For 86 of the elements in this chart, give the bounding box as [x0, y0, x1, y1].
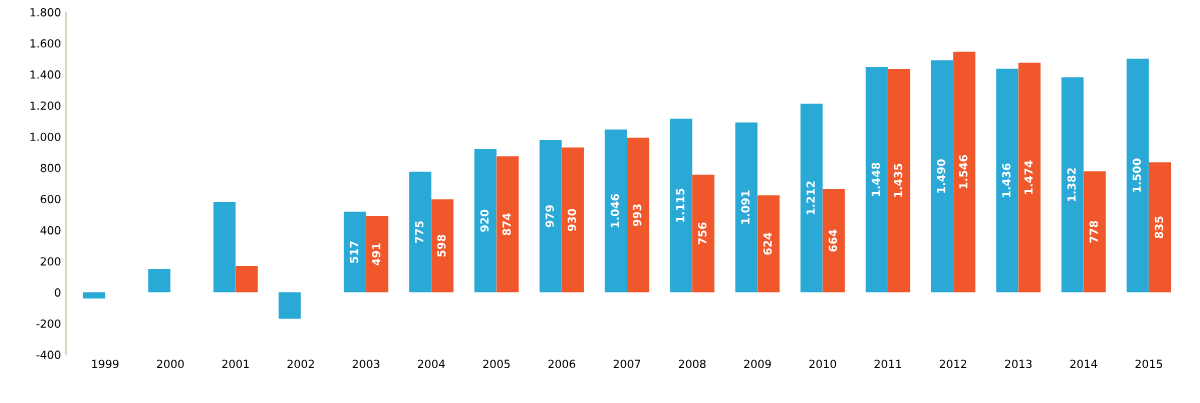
data-label: 993 — [632, 204, 642, 227]
bar — [930, 60, 954, 293]
x-tick-label: 2004 — [417, 359, 445, 369]
x-tick-label: 2001 — [222, 359, 249, 369]
bar — [343, 211, 367, 293]
data-label: 664 — [828, 229, 838, 252]
bar — [996, 68, 1019, 293]
y-tick-label: -200 — [36, 319, 61, 328]
x-tick-label: 2013 — [1005, 359, 1032, 369]
data-label: 874 — [502, 213, 511, 236]
y-tick-label: 600 — [40, 194, 61, 204]
y-tick-label: 200 — [40, 257, 61, 266]
bar — [496, 156, 519, 293]
bar — [539, 139, 562, 293]
x-tick-label: 2002 — [287, 359, 314, 369]
data-label: 1.490 — [936, 159, 946, 193]
bar — [148, 269, 171, 293]
bar — [670, 118, 693, 293]
data-label: 517 — [349, 241, 359, 263]
bar — [1148, 162, 1172, 293]
y-tick-label: 1.400 — [30, 70, 61, 79]
bar — [953, 51, 976, 293]
y-tick-label: 1.000 — [30, 132, 61, 142]
x-tick-label: 2000 — [157, 359, 184, 369]
bar — [235, 265, 258, 293]
x-tick-label: 2009 — [744, 359, 771, 369]
y-tick-label: 800 — [40, 163, 61, 173]
data-label: 778 — [1089, 220, 1098, 243]
data-label: 920 — [480, 209, 489, 232]
data-label: 1.546 — [959, 155, 968, 189]
bar — [887, 68, 911, 293]
x-tick-label: 2006 — [548, 359, 576, 369]
bar — [822, 188, 845, 293]
data-label: 491 — [371, 243, 381, 266]
bar — [409, 171, 432, 293]
x-tick-label: 2014 — [1070, 359, 1098, 369]
y-tick-label: 1.200 — [30, 101, 61, 110]
x-tick-label: 2003 — [352, 359, 380, 369]
bar — [366, 215, 389, 293]
x-tick-label: 2008 — [678, 359, 706, 369]
bar — [1018, 62, 1041, 293]
data-label: 979 — [545, 205, 554, 228]
data-label: 1.046 — [610, 193, 620, 228]
bar — [604, 129, 627, 293]
data-label: 1.474 — [1024, 160, 1033, 194]
data-label: 624 — [763, 232, 772, 255]
bar — [865, 66, 888, 293]
y-tick-label: 1.600 — [30, 39, 61, 48]
data-label: 930 — [567, 208, 577, 231]
x-tick-label: 2010 — [809, 359, 837, 369]
x-tick-label: 2012 — [939, 359, 967, 369]
x-tick-label: 2011 — [874, 359, 902, 369]
bar — [213, 202, 236, 293]
data-label: 1.212 — [806, 181, 815, 215]
bar — [735, 122, 758, 293]
bar — [1126, 58, 1149, 293]
bar — [278, 292, 301, 319]
bar — [1083, 171, 1106, 293]
bar — [800, 103, 823, 293]
x-tick-label: 2007 — [613, 359, 641, 369]
x-tick-label: 2015 — [1135, 359, 1163, 369]
data-label: 1.448 — [871, 162, 881, 196]
bar — [561, 147, 584, 293]
data-label: 835 — [1154, 216, 1164, 239]
bar — [1061, 77, 1084, 293]
data-label: 1.500 — [1132, 158, 1141, 192]
data-label: 1.435 — [893, 163, 903, 197]
data-label: 756 — [698, 222, 707, 245]
data-label: 1.436 — [1002, 163, 1011, 197]
x-tick-label: 2005 — [483, 359, 510, 369]
data-label: 1.115 — [676, 188, 685, 222]
bar — [431, 199, 454, 293]
y-tick-label: 400 — [40, 226, 61, 235]
y-tick-label: 0 — [54, 288, 61, 297]
bar — [627, 137, 650, 293]
data-label: 598 — [437, 234, 446, 257]
y-tick-label: -400 — [36, 350, 61, 360]
bar — [82, 292, 106, 299]
data-label: 1.382 — [1067, 168, 1076, 202]
bar — [692, 174, 715, 293]
bar — [474, 149, 497, 293]
bar — [757, 195, 780, 293]
y-tick-label: 1.800 — [30, 8, 61, 17]
x-tick-label: 1999 — [92, 359, 119, 369]
data-label: 1.091 — [741, 190, 750, 224]
data-label: 775 — [415, 221, 424, 243]
